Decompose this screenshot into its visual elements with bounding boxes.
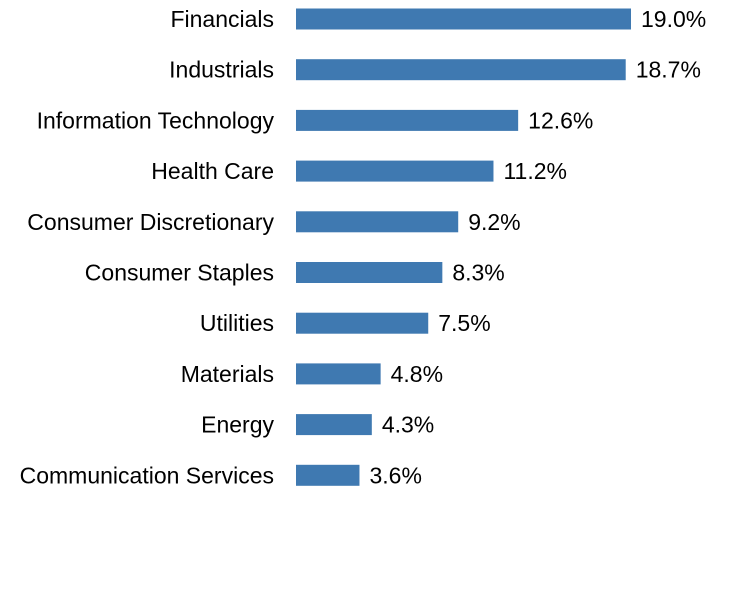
value-label-consumer-discretionary: 9.2% — [468, 209, 520, 235]
category-label-consumer-discretionary: Consumer Discretionary — [27, 209, 274, 235]
category-label-health-care: Health Care — [151, 158, 274, 184]
bar-communication-services — [296, 464, 360, 486]
bar-health-care — [296, 160, 494, 182]
bar-energy — [296, 414, 372, 436]
value-label-energy: 4.3% — [382, 412, 434, 438]
bar-materials — [296, 363, 381, 385]
bar-information-technology — [296, 109, 519, 131]
category-label-consumer-staples: Consumer Staples — [85, 260, 274, 286]
category-label-financials: Financials — [170, 6, 274, 32]
value-label-information-technology: 12.6% — [528, 107, 593, 133]
category-label-energy: Energy — [201, 412, 274, 438]
value-label-utilities: 7.5% — [438, 310, 490, 336]
value-label-health-care: 11.2% — [503, 158, 567, 184]
bar-consumer-staples — [296, 262, 443, 283]
value-label-materials: 4.8% — [391, 361, 443, 387]
bar-utilities — [296, 312, 429, 334]
bar-industrials — [296, 59, 626, 81]
category-label-information-technology: Information Technology — [37, 107, 275, 133]
bar-financials — [296, 8, 631, 30]
value-label-communication-services: 3.6% — [369, 462, 421, 488]
category-label-communication-services: Communication Services — [20, 462, 274, 488]
bar-consumer-discretionary — [296, 211, 459, 233]
value-label-financials: 19.0% — [641, 6, 706, 32]
value-label-consumer-staples: 8.3% — [452, 260, 504, 286]
category-label-utilities: Utilities — [200, 310, 274, 336]
category-label-materials: Materials — [181, 361, 274, 387]
category-label-industrials: Industrials — [169, 57, 274, 83]
value-label-industrials: 18.7% — [636, 57, 701, 83]
